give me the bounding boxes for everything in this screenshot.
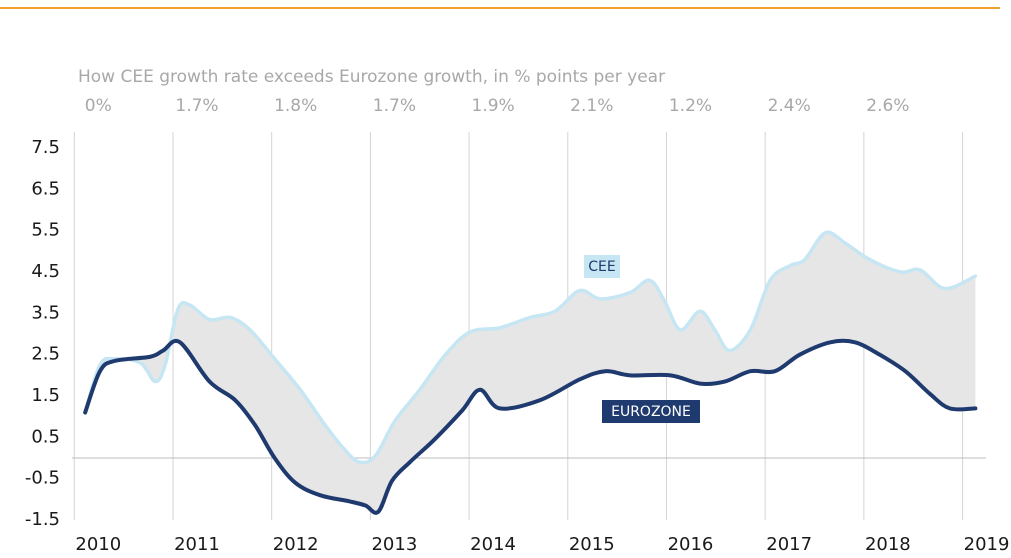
excess-label: 1.7% [373, 96, 416, 116]
series-line [83, 230, 978, 465]
y-tick-label: 6.5 [31, 178, 60, 199]
excess-label: 1.2% [669, 96, 712, 116]
y-tick-label: 2.5 [31, 344, 60, 365]
excess-label: 1.8% [274, 96, 317, 116]
y-tick-label: -0.5 [25, 468, 60, 489]
y-tick-label: 4.5 [31, 261, 60, 282]
legend-box [602, 400, 700, 423]
y-tick-label: 3.5 [31, 302, 60, 323]
x-tick-label: 2015 [569, 534, 615, 555]
x-tick-label: 2019 [964, 534, 1010, 555]
x-tick-label: 2018 [865, 534, 911, 555]
legend-label: CEE [588, 259, 615, 275]
legend-box [584, 255, 620, 278]
subtitle: How CEE growth rate exceeds Eurozone gro… [78, 67, 665, 87]
x-tick-label: 2012 [273, 534, 319, 555]
x-tick-label: 2014 [470, 534, 516, 555]
excess-label: 2.1% [570, 96, 613, 116]
x-tick-label: 2013 [371, 534, 417, 555]
excess-label: 0% [85, 96, 112, 116]
x-tick-label: 2017 [766, 534, 812, 555]
x-tick-label: 2010 [75, 534, 121, 555]
excess-label: 2.4% [768, 96, 811, 116]
y-tick-label: 7.5 [31, 137, 60, 158]
legend-label: EUROZONE [611, 404, 691, 420]
series-line [83, 338, 978, 515]
excess-label: 2.6% [866, 96, 909, 116]
x-tick-label: 2011 [174, 534, 220, 555]
y-tick-label: 5.5 [31, 220, 60, 241]
excess-label: 1.7% [175, 96, 218, 116]
gap-band [85, 232, 976, 513]
x-tick-label: 2016 [668, 534, 714, 555]
y-tick-label: -1.5 [25, 509, 60, 530]
y-tick-label: 1.5 [31, 385, 60, 406]
excess-label: 1.9% [471, 96, 514, 116]
y-tick-label: 0.5 [31, 426, 60, 447]
